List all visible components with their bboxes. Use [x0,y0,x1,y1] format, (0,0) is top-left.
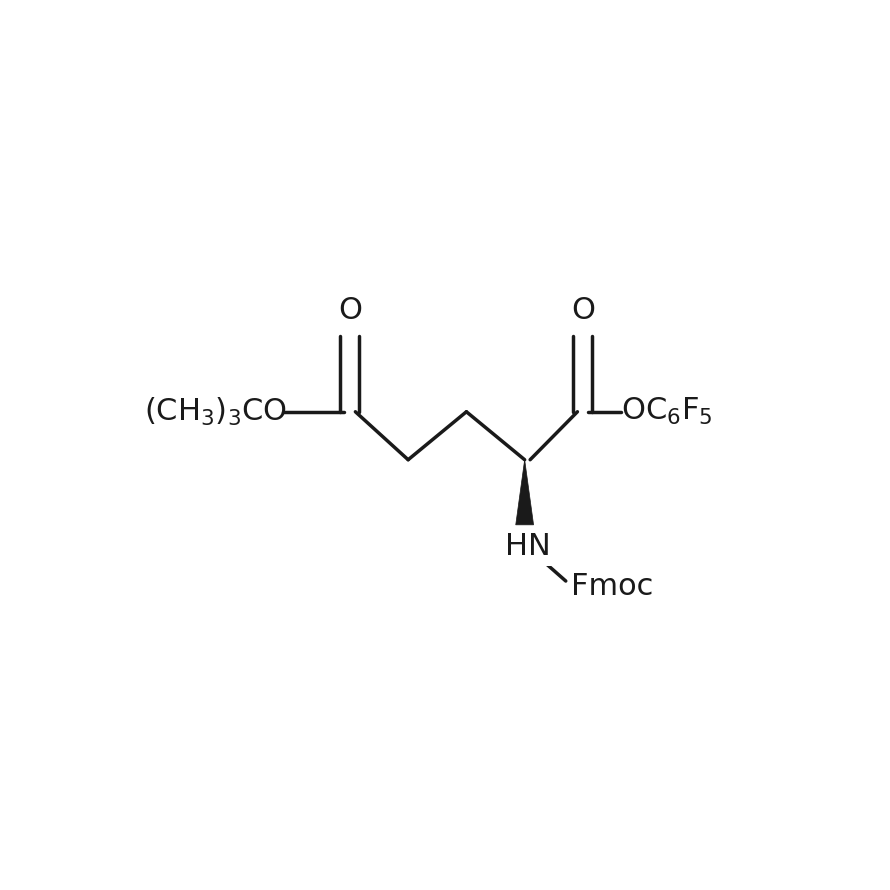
Text: (CH$_3$)$_3$CO: (CH$_3$)$_3$CO [144,396,287,428]
Text: O: O [570,295,595,325]
Text: O: O [338,295,362,325]
Text: HN: HN [506,532,551,562]
Polygon shape [515,460,534,525]
Text: Fmoc: Fmoc [571,572,653,601]
Text: OC$_6$F$_5$: OC$_6$F$_5$ [620,396,712,427]
